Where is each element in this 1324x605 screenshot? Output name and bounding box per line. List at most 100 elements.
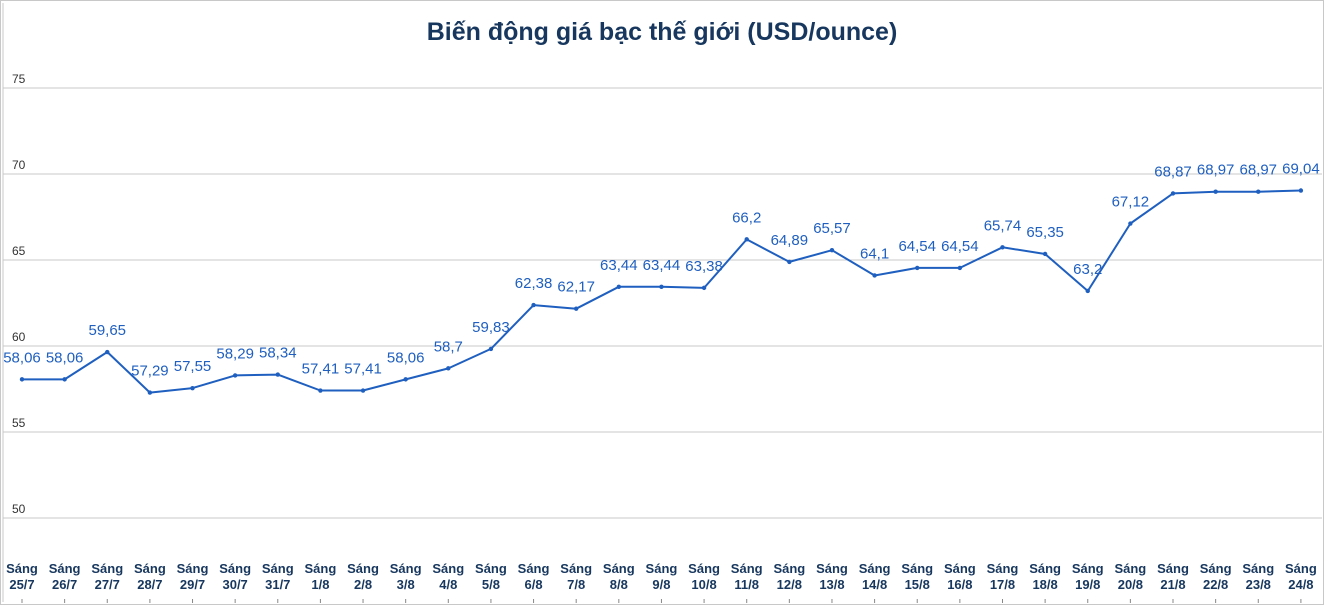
x-tick-label: Sáng 4/8 (432, 561, 464, 592)
data-label: 58,34 (259, 345, 297, 362)
chart-title: Biến động giá bạc thế giới (USD/ounce) (426, 18, 898, 46)
data-point (573, 306, 579, 311)
x-tick-label: Sáng 21/8 (1157, 561, 1189, 592)
data-point (829, 247, 835, 253)
x-tick-label: Sáng 30/7 (219, 561, 251, 592)
x-tick-label: Sáng 12/8 (773, 561, 805, 592)
data-point (190, 385, 195, 391)
x-tick-label: Sáng 17/8 (987, 561, 1019, 592)
data-point (915, 265, 920, 271)
data-label: 66,2 (732, 209, 761, 226)
x-tick-label: Sáng 6/8 (518, 561, 550, 592)
data-label: 57,41 (302, 361, 340, 378)
x-tick-label: Sáng 9/8 (646, 561, 678, 592)
data-label: 64,54 (898, 238, 936, 255)
y-tick-label: 60 (12, 330, 26, 344)
x-tick-label: Sáng 3/8 (390, 561, 422, 592)
x-tick-label: Sáng 29/7 (177, 561, 209, 592)
data-label: 57,55 (174, 358, 212, 375)
data-label: 68,97 (1239, 162, 1277, 179)
data-point (488, 346, 494, 352)
data-label: 58,29 (216, 345, 254, 362)
x-tick-label: Sáng 11/8 (731, 561, 763, 592)
data-label: 64,1 (860, 245, 889, 262)
x-tick-label: Sáng 14/8 (859, 561, 891, 592)
data-label: 67,12 (1112, 194, 1150, 211)
data-point (446, 366, 451, 371)
x-tick-label: Sáng 24/8 (1285, 561, 1317, 592)
data-label: 63,44 (600, 257, 638, 274)
x-tick-label: Sáng 16/8 (944, 561, 976, 592)
y-tick-label: 70 (12, 158, 26, 172)
x-tick-label: Sáng 8/8 (603, 561, 635, 592)
data-label: 58,06 (387, 349, 425, 366)
data-point (531, 302, 536, 308)
x-tick-label: Sáng 5/8 (475, 561, 507, 592)
data-point (1213, 189, 1218, 194)
data-point (147, 390, 153, 395)
x-tick-label: Sáng 2/8 (347, 561, 379, 592)
data-point (19, 377, 25, 382)
data-point (360, 388, 366, 393)
data-label: 64,54 (941, 238, 979, 255)
x-tick-label: Sáng 19/8 (1072, 561, 1104, 592)
data-label: 58,06 (3, 349, 41, 366)
data-label: 58,06 (46, 349, 84, 366)
data-label: 65,35 (1026, 224, 1064, 241)
data-point (872, 273, 877, 278)
x-tick-label: Sáng 23/8 (1242, 561, 1274, 592)
x-tick-label: Sáng 26/7 (49, 561, 81, 592)
data-point (701, 285, 707, 291)
series-line (22, 189, 1301, 394)
x-tick-label: Sáng 13/8 (816, 561, 848, 592)
data-label: 63,38 (685, 258, 723, 275)
x-tick-label: Sáng 28/7 (134, 561, 166, 592)
data-label: 59,83 (472, 319, 510, 336)
x-tick-label: Sáng 15/8 (901, 561, 933, 592)
data-point (1042, 251, 1048, 257)
data-point (1000, 245, 1005, 250)
data-point (1256, 189, 1261, 194)
data-label: 58,7 (434, 338, 463, 355)
y-tick-label: 50 (12, 502, 26, 516)
data-point (616, 284, 622, 290)
data-point (1170, 191, 1176, 196)
data-label: 69,04 (1282, 161, 1320, 178)
x-tick-label: Sáng 1/8 (305, 561, 337, 592)
data-point (957, 265, 963, 271)
data-label: 63,2 (1073, 261, 1102, 278)
x-tick-label: Sáng 22/8 (1200, 561, 1232, 592)
data-point (62, 377, 67, 382)
data-label: 63,44 (643, 257, 681, 274)
data-point (1298, 188, 1304, 193)
x-tick-label: Sáng 31/7 (262, 561, 294, 592)
x-tick-label: Sáng 20/8 (1114, 561, 1146, 592)
data-point (275, 372, 280, 377)
data-label: 62,17 (557, 279, 595, 296)
x-tick-label: Sáng 25/7 (6, 561, 38, 592)
data-label: 57,41 (344, 361, 382, 378)
data-point (787, 259, 792, 265)
y-tick-label: 55 (12, 416, 26, 430)
data-label: 62,38 (515, 275, 553, 292)
data-point (744, 237, 749, 242)
data-point (232, 373, 238, 378)
data-label: 65,57 (813, 220, 851, 237)
data-point (403, 377, 408, 382)
x-tick-label: Sáng 27/7 (91, 561, 123, 592)
x-tick-label: Sáng 10/8 (688, 561, 720, 592)
data-label: 65,74 (984, 217, 1022, 234)
data-point (105, 349, 110, 355)
x-tick-label: Sáng 18/8 (1029, 561, 1061, 592)
x-tick-label: Sáng 7/8 (560, 561, 592, 592)
data-label: 57,29 (131, 363, 169, 380)
y-tick-label: 65 (12, 244, 26, 258)
data-label: 64,89 (771, 232, 809, 249)
data-point (1085, 288, 1090, 294)
data-point (659, 284, 664, 290)
data-point (1128, 221, 1133, 226)
data-point (318, 388, 323, 393)
data-label: 59,65 (88, 322, 126, 339)
